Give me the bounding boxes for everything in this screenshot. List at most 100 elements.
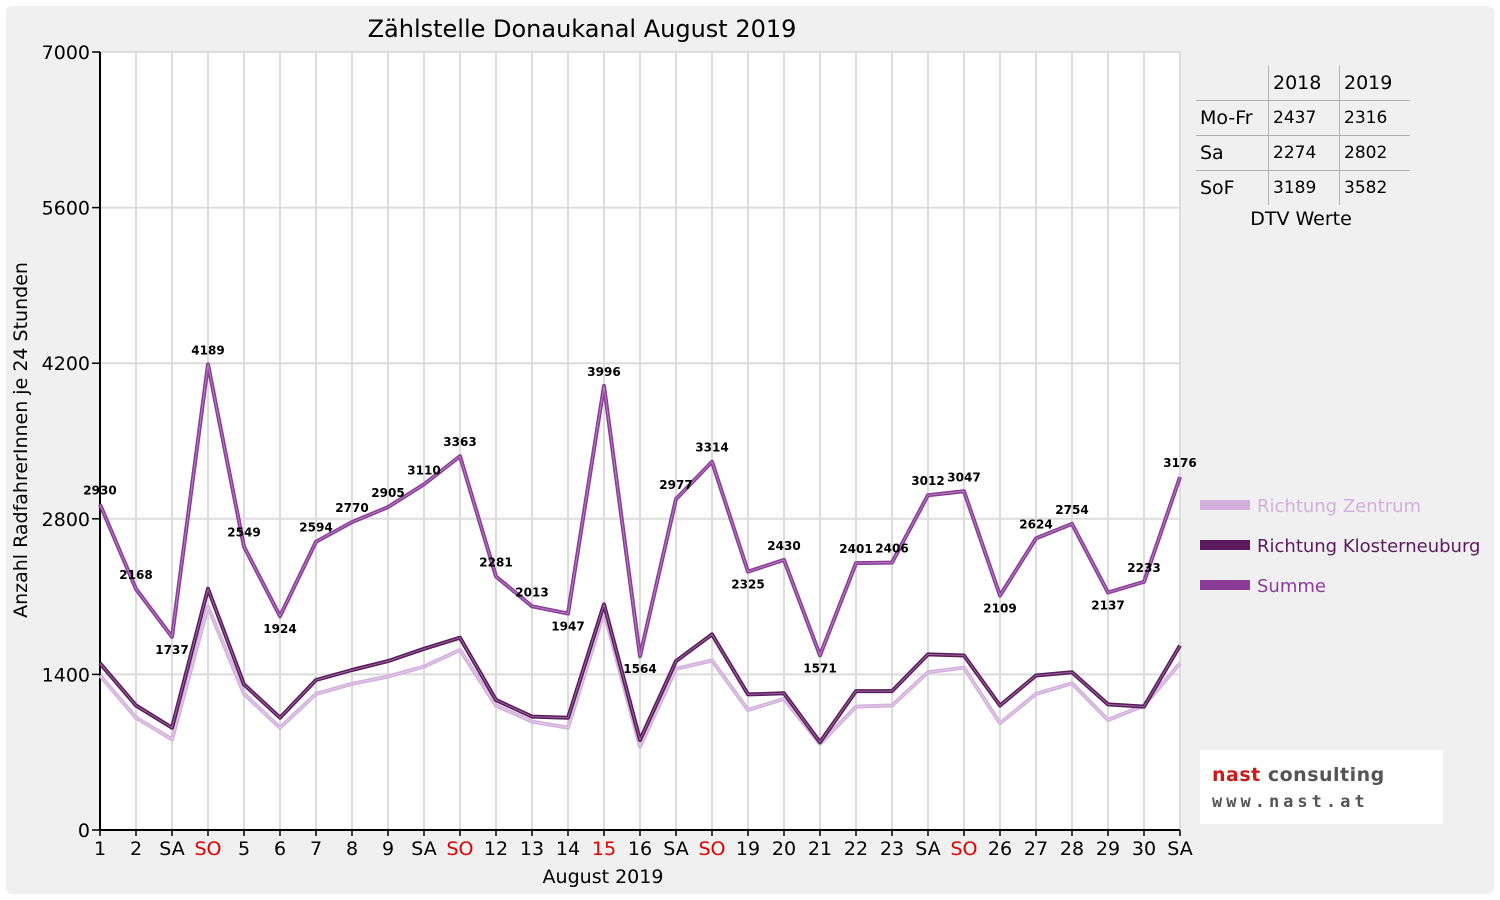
data-label: 2109 <box>983 602 1016 616</box>
dtv-value-2018: 3189 <box>1268 170 1340 205</box>
dtv-value-2019: 2316 <box>1339 100 1410 136</box>
x-tick-label: 26 <box>988 838 1012 860</box>
data-label: 1564 <box>623 662 656 676</box>
data-label: 2406 <box>875 542 908 556</box>
x-tick-label: 12 <box>484 838 508 860</box>
dtv-value-2018: 2437 <box>1268 100 1340 136</box>
dtv-value-2019: 3582 <box>1339 170 1410 205</box>
x-tick-label: 19 <box>736 838 760 860</box>
y-tick-label: 2800 <box>42 509 90 531</box>
x-tick-label: 21 <box>808 838 832 860</box>
legend-swatch <box>1200 500 1250 510</box>
dtv-row-label: Sa <box>1196 135 1269 171</box>
dtv-row-sof: SoF 3189 3582 <box>1196 170 1410 205</box>
data-label: 2549 <box>227 526 260 540</box>
x-tick-label: 28 <box>1060 838 1084 860</box>
x-tick-label: 23 <box>880 838 904 860</box>
data-label: 2401 <box>839 542 872 556</box>
data-label: 2930 <box>83 483 116 497</box>
dtv-row-sa: Sa 2274 2802 <box>1196 135 1410 171</box>
data-label: 2430 <box>767 539 800 553</box>
dtv-header-2019: 2019 <box>1339 66 1410 101</box>
x-tick-label: 20 <box>772 838 796 860</box>
data-label: 2233 <box>1127 561 1160 575</box>
legend-label: Richtung Zentrum <box>1257 496 1421 517</box>
x-tick-label: SA <box>663 838 688 860</box>
data-label: 3996 <box>587 365 620 379</box>
data-label: 2168 <box>119 568 152 582</box>
x-tick-label: SA <box>1167 838 1192 860</box>
series-line <box>98 604 1182 749</box>
data-label: 3012 <box>911 474 944 488</box>
data-label: 1737 <box>155 643 188 657</box>
dtv-caption: DTV Werte <box>1250 208 1352 230</box>
dtv-value-2019: 2802 <box>1339 135 1410 171</box>
data-label: 2754 <box>1055 503 1088 517</box>
data-label: 2325 <box>731 578 764 592</box>
data-label: 3047 <box>947 470 980 484</box>
x-tick-label: 7 <box>310 838 322 860</box>
y-tick-label: 1400 <box>42 664 90 686</box>
dtv-value-2018: 2274 <box>1268 135 1340 171</box>
data-label: 2013 <box>515 585 548 599</box>
series-line <box>98 586 1182 745</box>
logo-wordmark: nast consulting <box>1212 764 1385 786</box>
x-tick-label: 8 <box>346 838 358 860</box>
y-axis-label: Anzahl RadfahrerInnen je 24 Stunden <box>10 262 32 618</box>
x-tick-label: SA <box>159 838 184 860</box>
data-label: 1924 <box>263 622 296 636</box>
data-label: 1571 <box>803 661 836 675</box>
data-label: 2905 <box>371 486 404 500</box>
data-label: 3363 <box>443 435 476 449</box>
series-line-highlight <box>99 588 1181 743</box>
x-tick-label: SO <box>698 838 725 860</box>
series-line <box>98 362 1182 659</box>
x-tick-label: 6 <box>274 838 286 860</box>
x-tick-label: 9 <box>382 838 394 860</box>
y-tick-label: 0 <box>78 820 90 842</box>
y-tick-label: 4200 <box>42 353 90 375</box>
y-tick-label: 7000 <box>42 42 90 64</box>
data-label: 2281 <box>479 555 512 569</box>
x-tick-label: 29 <box>1096 838 1120 860</box>
dtv-row-label: Mo-Fr <box>1196 100 1269 136</box>
data-label: 3314 <box>695 441 728 455</box>
x-axis-label: August 2019 <box>543 866 664 888</box>
logo-word-nast: nast <box>1212 764 1261 786</box>
company-logo: nast consulting www.nast.at <box>1200 750 1443 824</box>
legend-label: Richtung Klosterneuburg <box>1257 536 1480 557</box>
data-label: 4189 <box>191 343 224 357</box>
data-label: 2770 <box>335 501 368 515</box>
data-label: 2977 <box>659 478 692 492</box>
x-tick-label: 15 <box>592 838 616 860</box>
x-tick-label: 14 <box>556 838 580 860</box>
x-tick-label: 30 <box>1132 838 1156 860</box>
x-tick-label: SA <box>915 838 940 860</box>
x-tick-label: 13 <box>520 838 544 860</box>
x-tick-label: 1 <box>94 838 106 860</box>
x-tick-label: SO <box>446 838 473 860</box>
x-tick-label: SA <box>411 838 436 860</box>
data-label: 2137 <box>1091 598 1124 612</box>
x-tick-label: 27 <box>1024 838 1048 860</box>
logo-word-consulting: consulting <box>1260 764 1385 786</box>
dtv-row-mofr: Mo-Fr 2437 2316 <box>1196 100 1410 136</box>
dtv-header-row: 2018 2019 <box>1196 66 1410 101</box>
x-tick-label: 5 <box>238 838 250 860</box>
series-line-highlight <box>99 363 1181 657</box>
series-line-highlight <box>99 606 1181 748</box>
legend-swatch <box>1200 540 1250 550</box>
data-label: 2624 <box>1019 517 1052 531</box>
logo-url: www.nast.at <box>1212 792 1369 812</box>
data-label: 3110 <box>407 463 440 477</box>
dtv-row-label: SoF <box>1200 177 1235 199</box>
dtv-header-empty <box>1196 66 1269 101</box>
dtv-table: 2018 2019 Mo-Fr 2437 2316 Sa 2274 2802 S… <box>1196 66 1416 205</box>
x-tick-label: SO <box>950 838 977 860</box>
x-tick-label: SO <box>194 838 221 860</box>
y-tick-label: 5600 <box>42 198 90 220</box>
data-label: 2594 <box>299 521 332 535</box>
chart-title: Zählstelle Donaukanal August 2019 <box>368 15 797 43</box>
x-tick-label: 22 <box>844 838 868 860</box>
